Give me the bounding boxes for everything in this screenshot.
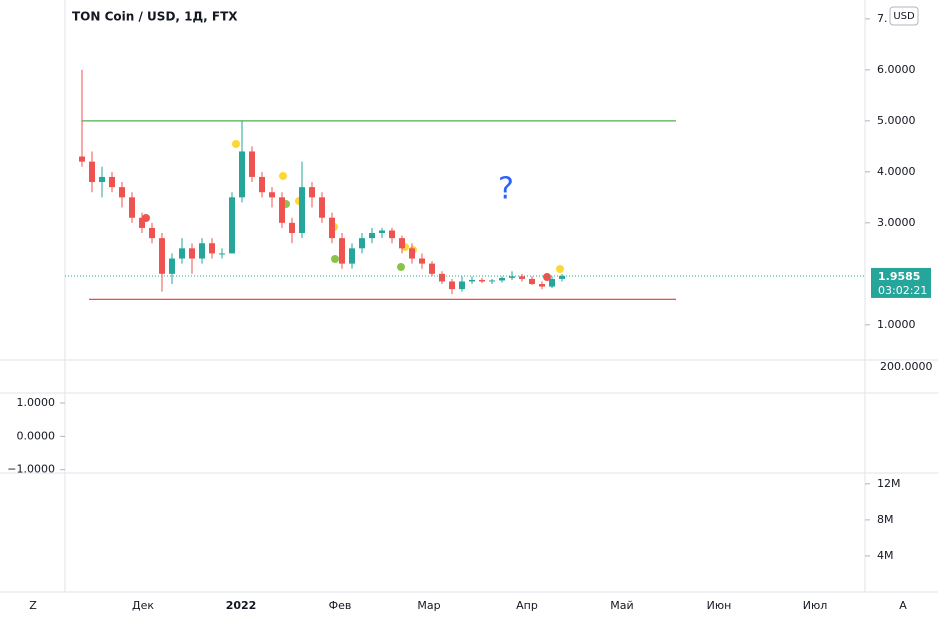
annotation: ? bbox=[498, 172, 514, 207]
candle-body bbox=[209, 243, 215, 254]
candle-body bbox=[509, 276, 515, 278]
signal-dot bbox=[232, 140, 240, 148]
y-tick-label: 1.0000 bbox=[877, 318, 916, 331]
indicator-tick-label: −1.0000 bbox=[7, 463, 55, 476]
last-price-label: 1.9585 bbox=[878, 270, 920, 283]
candle-body bbox=[249, 151, 255, 177]
candle-body bbox=[429, 263, 435, 274]
candle-body bbox=[189, 248, 195, 259]
candle-body bbox=[169, 258, 175, 274]
candle-body bbox=[199, 243, 205, 259]
candle-body bbox=[379, 230, 385, 234]
candle-body bbox=[289, 222, 295, 234]
candle-body bbox=[99, 176, 105, 183]
x-tick-label: Дек bbox=[132, 599, 154, 612]
candle-body bbox=[219, 253, 225, 255]
candle-body bbox=[469, 279, 475, 282]
candle-body bbox=[129, 197, 135, 218]
candle-body bbox=[439, 273, 445, 282]
volume-tick-label: 8M bbox=[877, 513, 894, 526]
x-tick-label: Мар bbox=[417, 599, 440, 612]
y-tick-label: 7. bbox=[877, 12, 888, 25]
candle-body bbox=[459, 281, 465, 290]
volume-tick-label: 12M bbox=[877, 477, 901, 490]
volume-tick-label: 4M bbox=[877, 549, 894, 562]
candle-body bbox=[409, 248, 415, 259]
candle-body bbox=[259, 176, 265, 193]
currency-label[interactable]: USD bbox=[893, 11, 915, 22]
candle-body bbox=[179, 248, 185, 259]
candle-body bbox=[329, 217, 335, 239]
signal-dot bbox=[279, 172, 287, 180]
candle-body bbox=[79, 156, 85, 162]
auto-button[interactable]: A bbox=[899, 599, 907, 612]
candle-body bbox=[559, 275, 565, 279]
currency-button[interactable] bbox=[889, 6, 919, 26]
candle-body bbox=[299, 187, 305, 234]
zoom-button[interactable]: Z bbox=[29, 599, 37, 612]
candle-body bbox=[269, 192, 275, 198]
indicator-tick-label: 1.0000 bbox=[17, 396, 56, 409]
candle-body bbox=[359, 238, 365, 249]
candle-body bbox=[309, 187, 315, 198]
candle-body bbox=[349, 248, 355, 264]
candle-body bbox=[389, 230, 395, 239]
candle-body bbox=[549, 278, 555, 287]
candle-body bbox=[339, 238, 345, 264]
x-tick-label: Фев bbox=[329, 599, 352, 612]
signal-dot bbox=[397, 263, 405, 271]
indicator-tick-label: 0.0000 bbox=[17, 429, 56, 442]
y-tick-label: 4.0000 bbox=[877, 165, 916, 178]
candle-body bbox=[479, 279, 485, 282]
y-tick-label: 3.0000 bbox=[877, 216, 916, 229]
x-tick-label: Июл bbox=[803, 599, 828, 612]
candle-body bbox=[499, 277, 505, 281]
x-tick-label: Апр bbox=[516, 599, 538, 612]
candle-body bbox=[119, 187, 125, 198]
candle-body bbox=[529, 278, 535, 285]
countdown-label: 03:02:21 bbox=[878, 284, 927, 297]
x-tick-label: Июн bbox=[707, 599, 732, 612]
candle-body bbox=[239, 151, 245, 198]
candle-body bbox=[159, 238, 165, 274]
candle-body bbox=[419, 258, 425, 264]
candle-body bbox=[519, 276, 525, 279]
signal-dot bbox=[331, 255, 339, 263]
y-tick-label: 6.0000 bbox=[877, 63, 916, 76]
x-tick-label: Май bbox=[610, 599, 633, 612]
candle-body bbox=[109, 176, 115, 188]
candle-body bbox=[369, 233, 375, 239]
candle-body bbox=[539, 284, 545, 287]
candle-body bbox=[149, 227, 155, 239]
chart-title: TON Coin / USD, 1Д, FTX bbox=[72, 10, 238, 24]
candle-body bbox=[489, 280, 495, 282]
x-tick-label: 2022 bbox=[226, 599, 257, 612]
signal-dot bbox=[556, 265, 564, 273]
candle-body bbox=[89, 161, 95, 183]
extra-scale-label: 200.0000 bbox=[880, 360, 933, 373]
candle-body bbox=[319, 197, 325, 218]
y-tick-label: 5.0000 bbox=[877, 114, 916, 127]
candle-body bbox=[449, 281, 455, 290]
candle-body bbox=[279, 197, 285, 223]
last-price-box bbox=[871, 267, 931, 298]
candle-body bbox=[139, 217, 145, 228]
candle-body bbox=[229, 197, 235, 254]
candle-body bbox=[399, 238, 405, 249]
